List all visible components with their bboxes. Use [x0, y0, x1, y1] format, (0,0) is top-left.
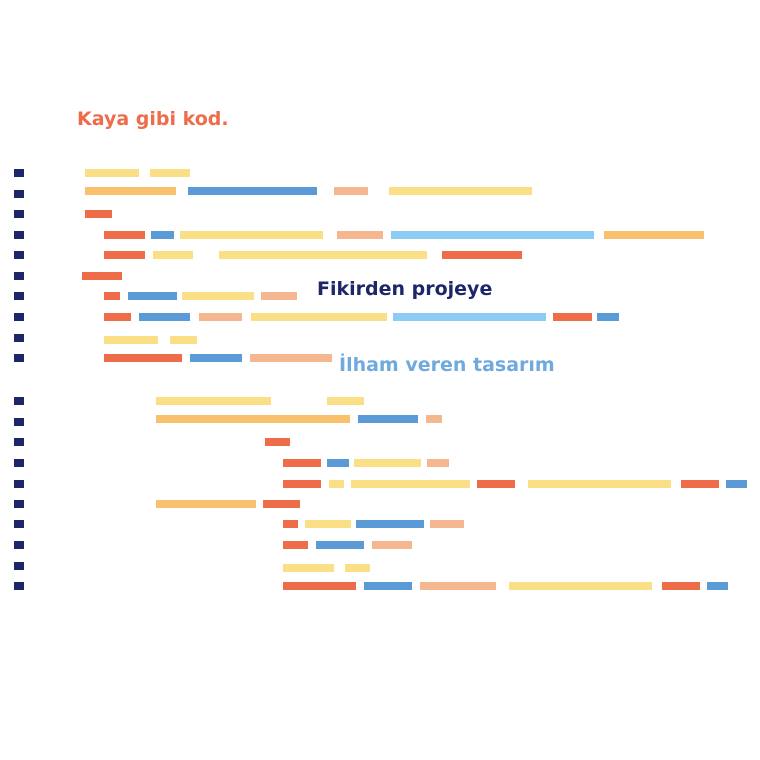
square-bullet-icon — [14, 231, 24, 239]
code-bar — [393, 313, 546, 321]
code-bar — [104, 292, 120, 300]
code-bar — [442, 251, 522, 259]
tagline: Kaya gibi kod. — [77, 108, 229, 130]
square-bullet-icon — [14, 562, 24, 570]
code-bar — [188, 187, 317, 195]
code-bar — [85, 169, 139, 177]
code-bar — [104, 231, 145, 239]
square-bullet-icon — [14, 397, 24, 405]
code-bar — [153, 251, 193, 259]
code-bar — [104, 251, 145, 259]
square-bullet-icon — [14, 582, 24, 590]
code-bar — [427, 459, 449, 467]
square-bullet-icon — [14, 438, 24, 446]
code-bar — [104, 336, 158, 344]
code-bar — [85, 187, 176, 195]
code-bar — [327, 397, 364, 405]
square-bullet-icon — [14, 418, 24, 426]
square-bullet-icon — [14, 541, 24, 549]
code-bar — [329, 480, 344, 488]
code-bar — [261, 292, 297, 300]
code-bar — [528, 480, 671, 488]
code-bar — [82, 272, 122, 280]
code-bar — [151, 231, 174, 239]
square-bullet-icon — [14, 334, 24, 342]
code-bar — [265, 438, 290, 446]
code-bar — [662, 582, 700, 590]
code-bar — [283, 564, 334, 572]
code-bar — [283, 582, 356, 590]
code-bar — [283, 541, 308, 549]
code-bar — [156, 500, 256, 508]
code-bar — [356, 520, 424, 528]
code-bar — [420, 582, 496, 590]
code-bar — [509, 582, 652, 590]
square-bullet-icon — [14, 520, 24, 528]
code-bar — [104, 313, 131, 321]
code-bar — [150, 169, 190, 177]
code-bar — [156, 397, 271, 405]
code-bar — [327, 459, 349, 467]
code-bar — [597, 313, 619, 321]
square-bullet-icon — [14, 354, 24, 362]
code-bar — [139, 313, 190, 321]
code-bar — [358, 415, 418, 423]
square-bullet-icon — [14, 480, 24, 488]
code-bar — [372, 541, 412, 549]
code-bar — [354, 459, 421, 467]
code-bar — [391, 231, 594, 239]
code-bar — [430, 520, 464, 528]
square-bullet-icon — [14, 169, 24, 177]
code-bar — [726, 480, 747, 488]
code-bar — [283, 459, 321, 467]
square-bullet-icon — [14, 459, 24, 467]
code-bar — [364, 582, 412, 590]
code-bar — [104, 354, 182, 362]
code-bar — [305, 520, 351, 528]
code-bar — [170, 336, 197, 344]
code-bar — [180, 231, 323, 239]
square-bullet-icon — [14, 272, 24, 280]
heading-fikirden-projeye: Fikirden projeye — [317, 278, 493, 300]
code-bar — [156, 415, 350, 423]
code-bar — [251, 313, 387, 321]
code-bar — [182, 292, 254, 300]
code-bar — [334, 187, 368, 195]
square-bullet-icon — [14, 190, 24, 198]
code-bar — [426, 415, 442, 423]
square-bullet-icon — [14, 500, 24, 508]
code-bar — [190, 354, 242, 362]
code-bar — [351, 480, 470, 488]
code-bar — [316, 541, 364, 549]
code-bar — [283, 520, 298, 528]
code-bar — [199, 313, 242, 321]
square-bullet-icon — [14, 313, 24, 321]
heading-ilham-veren-tasarim: İlham veren tasarım — [339, 354, 555, 376]
code-bar — [219, 251, 427, 259]
code-bar — [337, 231, 383, 239]
code-bar — [85, 210, 112, 218]
code-bar — [283, 480, 321, 488]
code-bar — [128, 292, 177, 300]
code-bar — [553, 313, 592, 321]
code-bar — [250, 354, 332, 362]
square-bullet-icon — [14, 210, 24, 218]
code-bar — [707, 582, 728, 590]
code-bar — [345, 564, 370, 572]
code-bar — [604, 231, 704, 239]
code-bar — [263, 500, 300, 508]
code-bar — [681, 480, 719, 488]
square-bullet-icon — [14, 251, 24, 259]
code-bar — [389, 187, 532, 195]
square-bullet-icon — [14, 292, 24, 300]
code-bar — [477, 480, 515, 488]
